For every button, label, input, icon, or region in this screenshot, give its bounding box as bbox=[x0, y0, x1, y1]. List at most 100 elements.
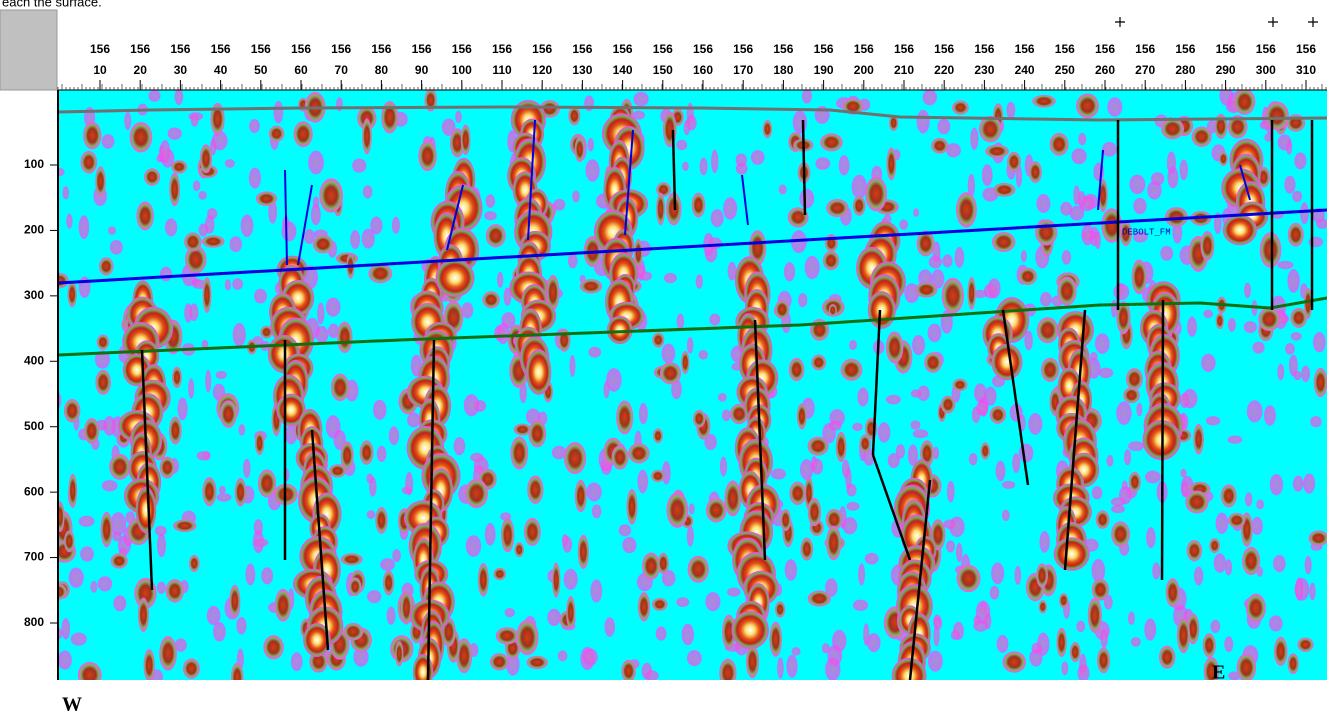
amp-dot bbox=[486, 194, 496, 208]
x-tick-trace: 210 bbox=[894, 63, 914, 77]
amp-dot bbox=[867, 633, 881, 652]
amp-dot bbox=[216, 493, 231, 502]
amp-dot bbox=[878, 422, 891, 442]
amp-blob bbox=[638, 592, 650, 621]
amp-blob bbox=[763, 120, 773, 138]
amp-dot bbox=[203, 451, 210, 460]
amp-dot bbox=[1144, 618, 1156, 640]
amp-dot bbox=[79, 215, 90, 239]
x-tick-trace: 10 bbox=[93, 63, 107, 77]
amp-blob bbox=[1129, 472, 1141, 493]
amp-blob bbox=[83, 122, 101, 150]
x-tick-trace: 190 bbox=[814, 63, 834, 77]
amp-blob bbox=[746, 645, 759, 678]
amp-blob bbox=[313, 235, 334, 254]
amp-dot bbox=[853, 600, 868, 611]
amp-dot bbox=[585, 159, 599, 181]
amp-dot bbox=[102, 134, 115, 149]
x-tick-line: 156 bbox=[814, 42, 834, 56]
amp-blob bbox=[343, 623, 363, 641]
amp-blob bbox=[78, 662, 102, 688]
amp-blob bbox=[628, 443, 649, 463]
amp-blob bbox=[99, 257, 114, 275]
amp-blob bbox=[183, 658, 200, 678]
amp-blob bbox=[789, 482, 806, 505]
amp-blob bbox=[527, 475, 543, 503]
x-tick-trace: 270 bbox=[1135, 63, 1155, 77]
x-tick-trace: 260 bbox=[1095, 63, 1115, 77]
amp-blob bbox=[642, 553, 660, 580]
amp-dot bbox=[943, 519, 955, 529]
amp-blob bbox=[510, 436, 528, 469]
amp-dot bbox=[640, 271, 652, 280]
amp-dot bbox=[825, 658, 840, 681]
amp-blob bbox=[789, 358, 805, 381]
amp-blob bbox=[395, 641, 403, 667]
amp-blob bbox=[144, 168, 160, 185]
amp-blob bbox=[383, 570, 394, 595]
amp-dot bbox=[165, 218, 177, 236]
amp-blob bbox=[1076, 93, 1099, 118]
amp-blob bbox=[255, 431, 264, 455]
amp-dot bbox=[1002, 510, 1010, 521]
y-tick-label: 100 bbox=[24, 157, 44, 171]
amp-blob bbox=[666, 492, 688, 527]
amp-dot bbox=[1187, 316, 1197, 336]
amp-dot bbox=[392, 217, 400, 234]
y-tick-label: 800 bbox=[24, 615, 44, 629]
amp-dot bbox=[586, 482, 601, 501]
amp-dot bbox=[784, 262, 795, 281]
amp-dot bbox=[254, 289, 267, 304]
amp-bright bbox=[892, 658, 927, 695]
amp-blob bbox=[652, 332, 664, 347]
x-tick-line: 156 bbox=[371, 42, 391, 56]
amp-dot bbox=[1256, 499, 1264, 509]
amp-dot bbox=[160, 267, 172, 282]
amp-dot bbox=[1152, 562, 1160, 579]
amp-dot bbox=[639, 403, 648, 425]
amp-blob bbox=[341, 441, 354, 469]
amp-dot bbox=[241, 214, 254, 237]
amp-bright bbox=[526, 349, 551, 395]
x-tick-line: 156 bbox=[854, 42, 874, 56]
amp-dot bbox=[699, 350, 708, 360]
amp-dot bbox=[198, 191, 206, 200]
amp-dot bbox=[1039, 531, 1049, 553]
amp-blob bbox=[568, 106, 580, 125]
x-tick-trace: 180 bbox=[773, 63, 793, 77]
amp-dot bbox=[155, 526, 167, 536]
amp-dot bbox=[974, 383, 986, 402]
amp-blob bbox=[1166, 578, 1180, 607]
amp-blob bbox=[952, 100, 969, 114]
amp-blob bbox=[172, 367, 182, 388]
amp-dot bbox=[1012, 453, 1020, 473]
amp-blob bbox=[169, 173, 180, 207]
amp-dot bbox=[793, 111, 807, 134]
amp-dot bbox=[839, 155, 850, 175]
amp-dot bbox=[1301, 366, 1310, 382]
amp-blob bbox=[173, 519, 196, 532]
x-tick-line: 156 bbox=[211, 42, 231, 56]
amp-dot bbox=[937, 119, 950, 134]
amp-dot bbox=[771, 469, 786, 480]
amp-dot bbox=[928, 324, 942, 343]
amp-blob bbox=[1258, 307, 1280, 331]
amp-dot bbox=[453, 437, 465, 455]
amp-dot bbox=[1128, 612, 1135, 625]
amp-blob bbox=[1192, 127, 1212, 147]
amp-blob bbox=[202, 235, 225, 247]
amp-dot bbox=[1303, 474, 1315, 494]
amp-blob bbox=[381, 101, 398, 133]
amp-blob bbox=[111, 553, 128, 568]
amp-dot bbox=[62, 186, 69, 199]
amp-dot bbox=[984, 613, 991, 629]
amp-blob bbox=[886, 331, 904, 363]
x-tick-line: 156 bbox=[572, 42, 592, 56]
amp-dot bbox=[1313, 332, 1326, 352]
amp-dot bbox=[466, 535, 481, 557]
amp-dot bbox=[1253, 342, 1265, 354]
amp-blob bbox=[95, 166, 105, 196]
amp-dot bbox=[633, 92, 648, 106]
amp-blob bbox=[184, 232, 201, 251]
amp-blob bbox=[886, 147, 896, 180]
